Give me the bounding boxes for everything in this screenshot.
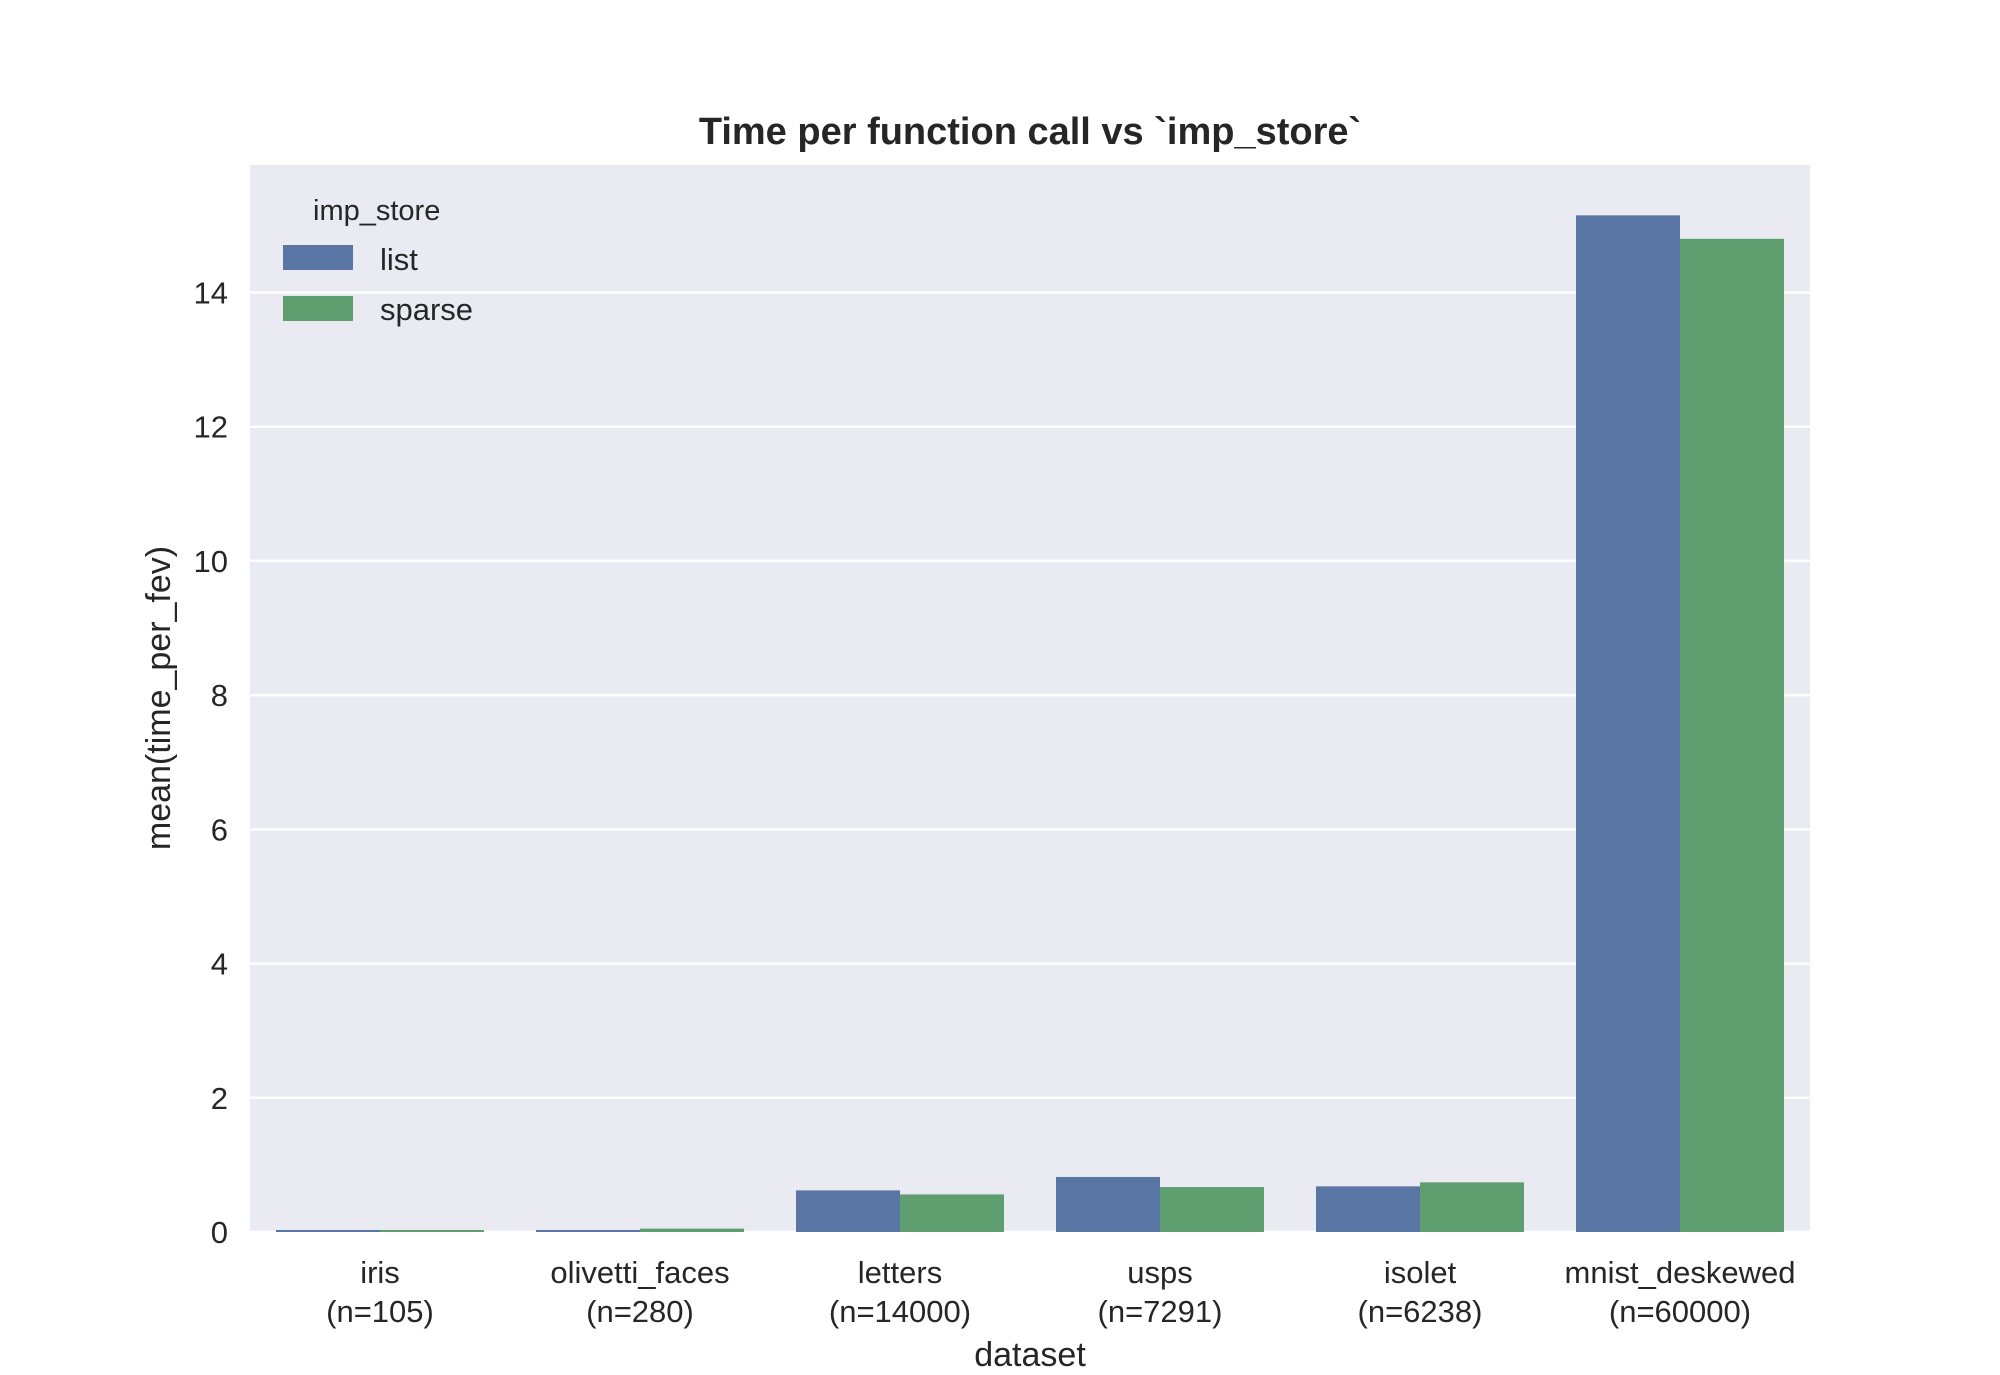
plot-background <box>250 165 1810 1232</box>
bar-list-olivetti_faces <box>536 1229 640 1232</box>
y-tick-label-4: 4 <box>211 947 228 982</box>
bars <box>276 215 1784 1232</box>
bar-list-mnist_deskewed <box>1576 215 1680 1232</box>
y-tick-label-0: 0 <box>211 1215 228 1250</box>
y-tick-label-14: 14 <box>194 276 228 311</box>
y-axis-label: mean(time_per_fev) <box>140 546 178 850</box>
y-tick-label-8: 8 <box>211 678 228 713</box>
x-tick-label-iris-count: (n=105) <box>326 1294 434 1329</box>
x-tick-label-letters-count: (n=14000) <box>829 1294 971 1329</box>
legend-swatch-list <box>283 245 353 270</box>
x-tick-label-olivetti_faces: olivetti_faces <box>550 1255 729 1290</box>
bar-sparse-mnist_deskewed <box>1680 238 1784 1232</box>
bar-sparse-usps <box>1160 1187 1264 1232</box>
bar-sparse-isolet <box>1420 1182 1524 1232</box>
bar-list-isolet <box>1316 1186 1420 1232</box>
x-tick-label-iris: iris <box>360 1255 400 1290</box>
y-tick-label-10: 10 <box>194 544 228 579</box>
legend-label-list: list <box>380 242 418 277</box>
legend-label-sparse: sparse <box>380 292 473 327</box>
bar-sparse-letters <box>900 1194 1004 1232</box>
x-tick-label-mnist_deskewed: mnist_deskewed <box>1565 1255 1796 1290</box>
x-tick-label-isolet: isolet <box>1384 1255 1457 1290</box>
x-axis-label: dataset <box>974 1336 1086 1374</box>
x-tick-labels: iris (n=105) olivetti_faces (n=280) letters (… <box>326 1255 1795 1329</box>
grid-lines <box>250 291 1810 1234</box>
x-tick-label-isolet-count: (n=6238) <box>1358 1294 1483 1329</box>
y-tick-label-12: 12 <box>194 410 228 445</box>
x-tick-label-usps-count: (n=7291) <box>1098 1294 1223 1329</box>
y-tick-labels: 0 2 4 6 8 10 12 14 <box>194 276 228 1250</box>
chart-title: Time per function call vs `imp_store` <box>699 111 1361 153</box>
bar-list-usps <box>1056 1176 1160 1232</box>
bar-sparse-iris <box>380 1229 484 1232</box>
legend-swatch-sparse <box>283 296 353 321</box>
bar-list-letters <box>796 1190 900 1232</box>
y-tick-label-2: 2 <box>211 1081 228 1116</box>
x-tick-label-olivetti_faces-count: (n=280) <box>586 1294 694 1329</box>
legend-title: imp_store <box>313 195 440 227</box>
bar-sparse-olivetti_faces <box>640 1228 744 1232</box>
y-tick-label-6: 6 <box>211 812 228 847</box>
x-tick-label-letters: letters <box>858 1255 942 1290</box>
bar-list-iris <box>276 1229 380 1232</box>
legend: imp_store list sparse <box>283 195 473 327</box>
x-tick-label-mnist_deskewed-count: (n=60000) <box>1609 1294 1751 1329</box>
x-tick-label-usps: usps <box>1127 1255 1192 1290</box>
